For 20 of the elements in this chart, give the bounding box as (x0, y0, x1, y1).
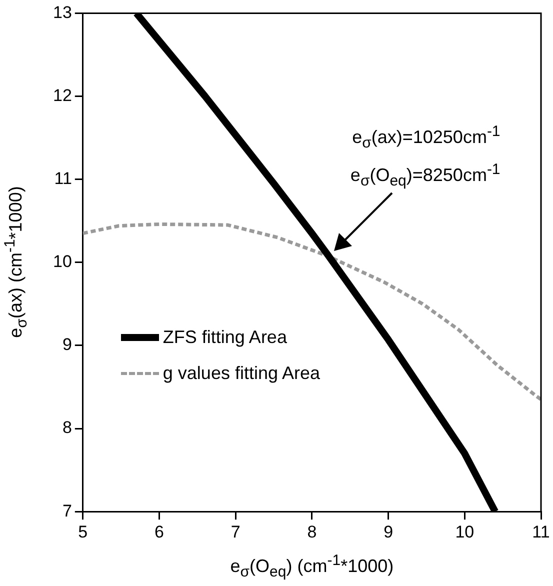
y-tick-label: 13 (52, 2, 72, 22)
y-tick-label: 9 (62, 335, 72, 354)
x-tick-label: 9 (384, 522, 394, 542)
y-tick-label: 11 (54, 169, 72, 188)
annotation: e$_{σ}$(O$_{eq}$)=8250cm$^{-1}$ (350, 160, 500, 192)
x-tick-label: 6 (154, 522, 164, 542)
y-tick-label: 8 (62, 418, 72, 438)
y-tick-label: 10 (52, 252, 72, 272)
y-tick-label: 7 (62, 501, 72, 520)
legend-label: ZFS fitting Area (162, 326, 287, 348)
legend-label: g values fitting Area (162, 362, 320, 384)
y-tick-label: 12 (52, 86, 72, 105)
x-tick-label: 11 (532, 522, 550, 542)
x-tick-label: 7 (230, 522, 240, 542)
x-axis-title: e$_{σ}$(O$_{eq}$) (cm$^{-1}$*1000) (229, 552, 395, 581)
x-tick-label: 10 (455, 522, 474, 542)
line-series (82, 222, 541, 402)
annotation: e$_{σ}$(ax)=10250cm$^{-1}$ (352, 122, 500, 154)
x-tick-label: 5 (78, 522, 88, 542)
x-tick-label: 8 (307, 522, 317, 542)
